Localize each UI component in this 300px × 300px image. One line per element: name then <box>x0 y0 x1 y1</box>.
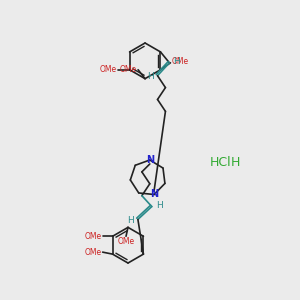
Text: HCl: HCl <box>209 156 231 170</box>
Text: OMe: OMe <box>100 65 117 74</box>
Text: OMe: OMe <box>171 57 188 66</box>
Text: OMe: OMe <box>118 237 135 246</box>
Text: H: H <box>127 216 134 225</box>
Text: H: H <box>156 201 163 210</box>
Text: N: N <box>150 190 158 200</box>
Text: OMe: OMe <box>85 232 102 241</box>
Text: OMe: OMe <box>85 248 102 256</box>
Text: H: H <box>147 72 154 81</box>
Text: OMe: OMe <box>120 65 137 74</box>
Text: N: N <box>146 155 154 165</box>
Text: H: H <box>173 57 180 66</box>
Text: H: H <box>231 156 241 170</box>
